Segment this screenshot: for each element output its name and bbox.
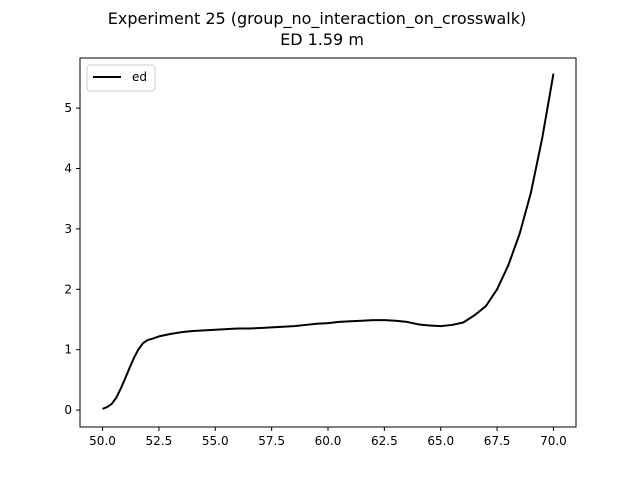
x-tick-label: 60.0 (315, 434, 342, 448)
x-tick-label: 62.5 (371, 434, 398, 448)
x-tick-label: 67.5 (484, 434, 511, 448)
x-tick-label: 65.0 (427, 434, 454, 448)
x-tick-label: 52.5 (146, 434, 173, 448)
x-tick-label: 57.5 (258, 434, 285, 448)
y-tick-label: 3 (64, 222, 72, 236)
y-tick-label: 2 (64, 282, 72, 296)
legend: ed (86, 64, 156, 92)
plot-area-frame (79, 57, 577, 428)
y-axis: 0 1 2 3 4 5 (64, 101, 80, 417)
chart-subtitle: ED 1.59 m (280, 30, 364, 49)
chart-title: Experiment 25 (group_no_interaction_on_c… (108, 9, 526, 29)
y-tick-label: 1 (64, 343, 72, 357)
x-axis: 50.0 52.5 55.0 57.5 60.0 62.5 65.0 67.5 70.0 (89, 427, 567, 448)
y-tick-label: 5 (64, 101, 72, 115)
x-tick-label: 50.0 (89, 434, 116, 448)
series-line-ed (102, 73, 555, 410)
legend-label-ed: ed (132, 70, 147, 84)
y-tick-label: 4 (64, 162, 72, 176)
y-tick-label: 0 (64, 403, 72, 417)
x-tick-label: 70.0 (540, 434, 567, 448)
series-layer (102, 73, 555, 410)
x-tick-label: 55.0 (202, 434, 229, 448)
